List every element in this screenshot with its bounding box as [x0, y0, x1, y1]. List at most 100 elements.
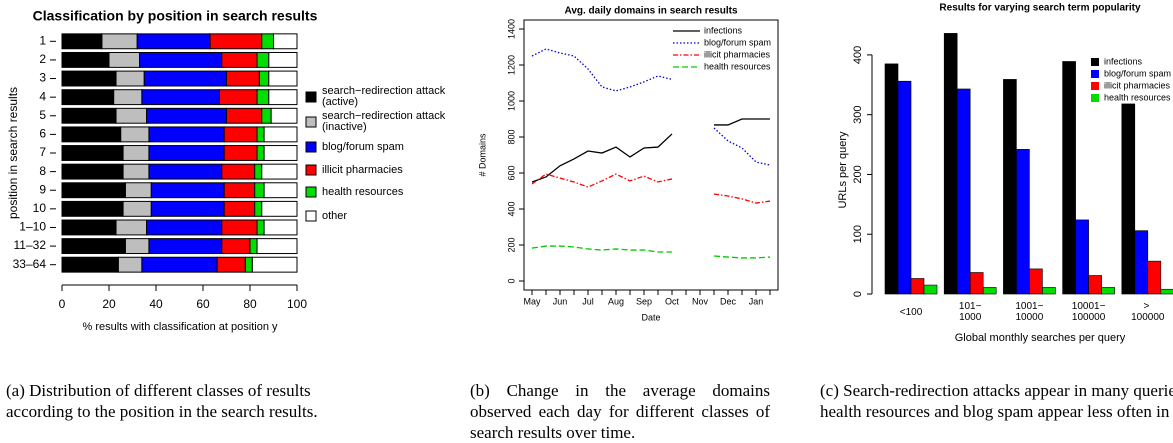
bar [1029, 268, 1043, 295]
x-tick-label: > 100000 [1131, 301, 1165, 323]
bar-segment [268, 70, 298, 87]
bar-segment [146, 107, 228, 124]
bar-segment [148, 145, 225, 161]
x-tick-label: 101− 1000 [959, 301, 982, 323]
y-tick-label: 0 [506, 278, 516, 283]
y-tick-label: 0 [852, 291, 864, 297]
bar-segment [270, 107, 298, 124]
x-tick-label: <100 [900, 307, 923, 318]
bar-segment [268, 51, 298, 68]
bar [1075, 219, 1089, 295]
bar [982, 287, 997, 295]
bar [1062, 61, 1076, 295]
bar-segment [218, 89, 258, 106]
y-tick-label: 6 [39, 127, 46, 141]
bar-segment [216, 256, 246, 273]
bar-segment [263, 126, 298, 143]
bar-segment [61, 182, 126, 199]
bar-segment [122, 145, 150, 161]
bar [1134, 230, 1149, 295]
bar-segment [258, 70, 270, 87]
line-series [531, 173, 771, 204]
bar-segment [263, 145, 298, 161]
bar-segment [143, 70, 227, 87]
bar-segment [150, 182, 225, 199]
bar-segment [61, 107, 117, 124]
bar [1003, 79, 1017, 295]
legend-swatch [305, 210, 317, 222]
bar-segment [226, 107, 263, 124]
y-tick-label: 3 [39, 71, 46, 85]
y-tick-label: 600 [506, 165, 516, 180]
x-tick-label: 10001− 100000 [1072, 301, 1106, 323]
bar-segment [256, 219, 265, 236]
bar-segment [263, 182, 298, 199]
x-tick-label: Aug [608, 296, 624, 306]
line-series [531, 48, 771, 166]
y-tick-label: 1000 [506, 91, 516, 111]
x-tick-label: Nov [692, 296, 709, 306]
y-tick-label: 200 [506, 237, 516, 252]
bar-segment [141, 89, 220, 106]
caption-text: (c) Search-redirection attacks appear in… [820, 381, 1173, 421]
y-tick-label: 11–32 [14, 238, 47, 252]
bar-segment [256, 238, 298, 255]
bar-segment [148, 238, 223, 255]
chart-title: Avg. daily domains in search results [564, 6, 737, 17]
bar [943, 33, 958, 295]
x-tick-label: Jul [582, 296, 594, 306]
x-tick-label: Dec [720, 296, 737, 306]
legend-item: other [322, 210, 347, 221]
bar-segment [136, 33, 211, 50]
line-series [531, 118, 770, 183]
y-tick-label: 1 [39, 33, 46, 47]
y-tick-label: 9 [39, 182, 46, 196]
bar-segment [124, 238, 150, 255]
legend-swatch [305, 116, 317, 128]
bar-segment [261, 200, 298, 217]
bar-segment [223, 145, 258, 161]
y-tick-label: 1–10 [19, 220, 46, 234]
legend-label: search−redirection attack (active) [322, 85, 446, 108]
bar-segment [256, 126, 265, 143]
bar-segment [254, 182, 265, 199]
legend-swatch [1091, 94, 1099, 102]
legend-item: health resources [322, 186, 403, 197]
bar-segment [256, 89, 270, 106]
bar-segment [223, 126, 258, 143]
bar-segment [146, 219, 223, 236]
chart-title: Classification by position in search res… [33, 8, 318, 24]
bar [897, 80, 912, 295]
legend-item: search−redirection attack (inactive) [322, 111, 445, 133]
bar-segment [268, 89, 298, 106]
y-tick-label: 10 [33, 201, 47, 215]
x-tick-label: 20 [102, 297, 116, 311]
bar-segment [256, 145, 265, 161]
bar-segment [61, 33, 103, 50]
bar-segment [251, 256, 298, 273]
bar-segment [122, 200, 152, 217]
legend-label: infections [1104, 56, 1143, 66]
bar [1121, 103, 1136, 295]
legend-label: illicit pharmacies [1104, 80, 1171, 90]
legend-label: blog/forum spam [704, 37, 771, 47]
bar-segment [226, 70, 260, 87]
bar-segment [148, 126, 225, 143]
legend-swatch [305, 164, 317, 176]
bar-segment [61, 70, 117, 87]
x-tick-label: 100 [287, 297, 307, 311]
bar [1160, 288, 1173, 295]
bar-segment [249, 238, 258, 255]
legend-item: search−redirection attack (active) [322, 85, 446, 108]
bar-segment [221, 238, 251, 255]
y-tick-label: 400 [506, 201, 516, 216]
legend-label: health resources [704, 61, 771, 71]
legend-label: illicit pharmacies [704, 49, 771, 59]
bar-segment [61, 126, 122, 143]
bar-segment [61, 238, 126, 255]
bar-segment [101, 33, 138, 50]
x-tick-label: 40 [149, 297, 163, 311]
bar-segment [61, 200, 124, 217]
bar [1016, 149, 1030, 295]
legend-item: illicit pharmacies [322, 164, 403, 175]
